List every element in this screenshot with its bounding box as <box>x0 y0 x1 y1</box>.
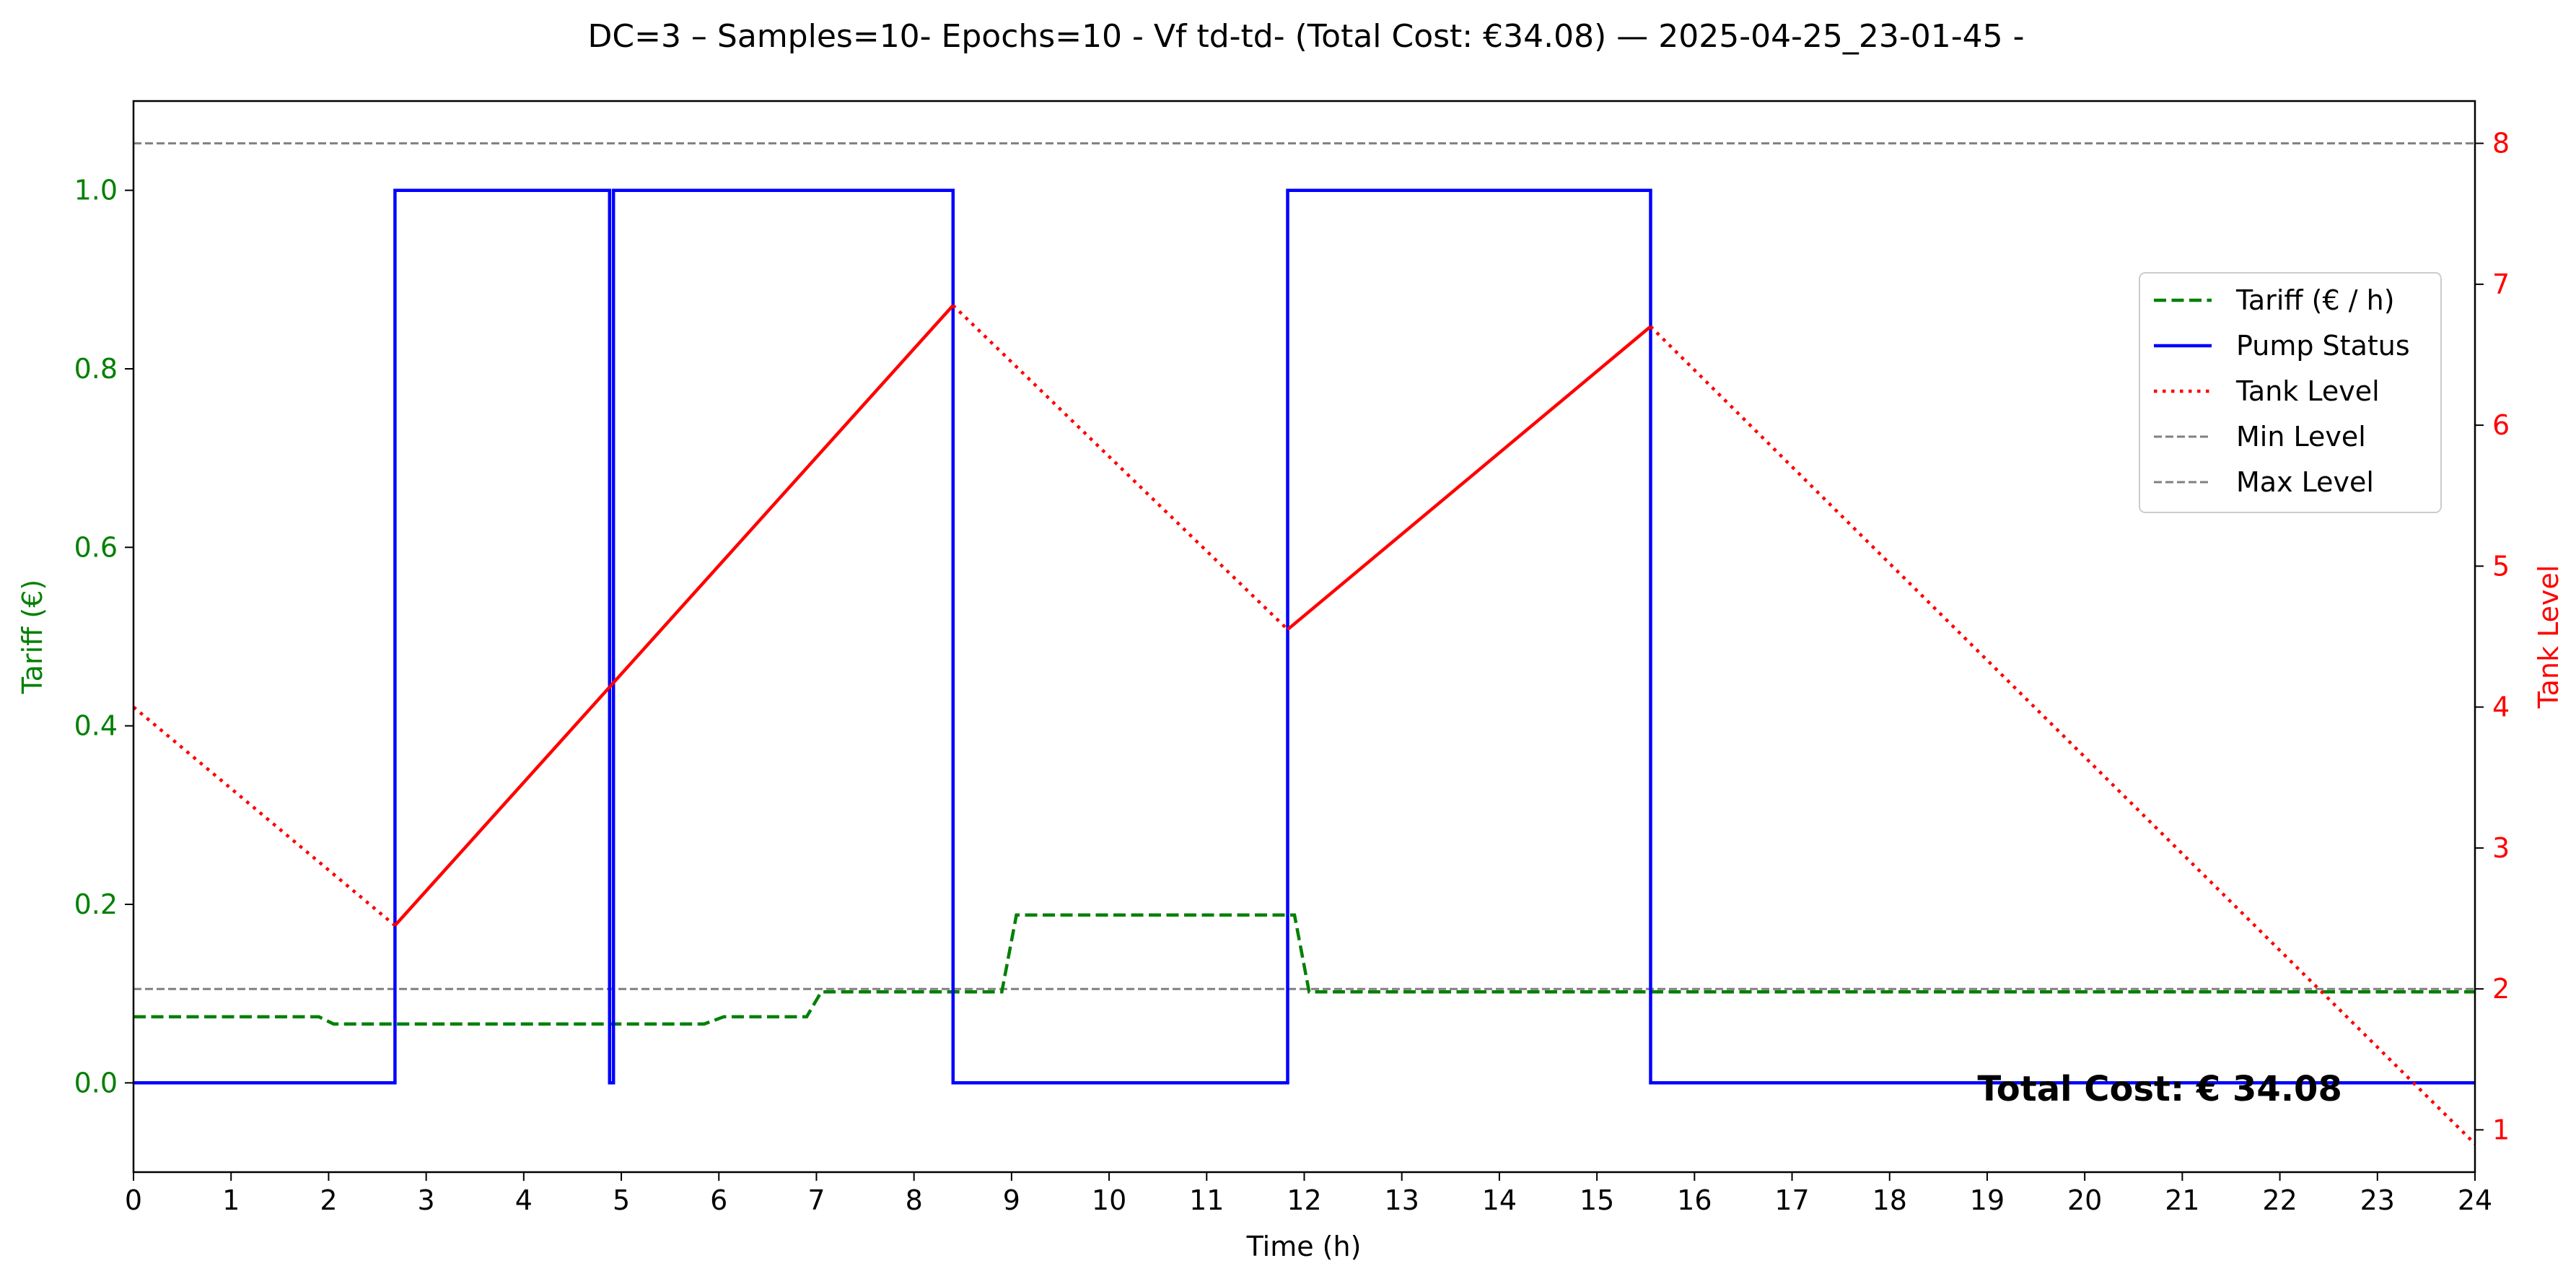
y-left-tick-label: 0.8 <box>74 353 118 385</box>
x-tick-label: 19 <box>1970 1184 2005 1216</box>
legend-label: Max Level <box>2236 466 2374 498</box>
x-tick-label: 22 <box>2262 1184 2297 1216</box>
y-left-tick-label: 0.2 <box>74 888 118 920</box>
x-tick-label: 21 <box>2165 1184 2199 1216</box>
plot-area <box>132 142 2476 1145</box>
legend-box <box>2139 272 2442 513</box>
x-tick-label: 4 <box>515 1184 533 1216</box>
y-right-tick-label: 3 <box>2492 832 2510 864</box>
x-tick-label: 9 <box>1003 1184 1020 1216</box>
x-tick-label: 17 <box>1774 1184 1809 1216</box>
y-axis-left: 0.0 0.2 0.4 0.6 0.8 1.0 <box>74 175 133 1099</box>
y-axis-right: 1 2 3 4 5 6 7 8 <box>2475 128 2510 1145</box>
x-tick-label: 20 <box>2067 1184 2102 1216</box>
x-axis-label: Time (h) <box>1246 1231 1362 1262</box>
tank-level-line-5 <box>1649 325 2476 1145</box>
y-right-tick-label: 6 <box>2492 409 2510 441</box>
x-axis: 0 1 2 3 4 5 6 7 8 9 10 11 12 13 14 15 16 17 18 19 20 21 22 23 24 <box>125 1172 2492 1216</box>
x-tick-label: 24 <box>2458 1184 2492 1216</box>
x-tick-label: 11 <box>1189 1184 1224 1216</box>
tariff-h-line <box>133 913 2475 1026</box>
y-left-tick-label: 1.0 <box>74 175 118 206</box>
chart-title: DC=3 – Samples=10- Epochs=10 - Vf td-td-… <box>587 18 2024 55</box>
tank-level-line-2 <box>393 304 955 927</box>
x-tick-label: 14 <box>1482 1184 1517 1216</box>
y-axis-left-label: Tariff (€) <box>17 580 48 694</box>
y-left-tick-label: 0.6 <box>74 531 118 563</box>
x-tick-label: 16 <box>1677 1184 1712 1216</box>
x-tick-label: 2 <box>320 1184 337 1216</box>
x-tick-label: 0 <box>125 1184 142 1216</box>
x-tick-label: 3 <box>418 1184 435 1216</box>
x-tick-label: 12 <box>1287 1184 1321 1216</box>
y-right-tick-label: 5 <box>2492 550 2510 582</box>
x-tick-label: 8 <box>906 1184 923 1216</box>
y-right-tick-label: 4 <box>2492 691 2510 723</box>
y-right-tick-label: 8 <box>2492 128 2510 160</box>
legend-label: Min Level <box>2236 421 2366 453</box>
pump-status-line <box>133 188 2475 1085</box>
y-left-tick-label: 0.4 <box>74 710 118 742</box>
y-right-tick-label: 1 <box>2492 1114 2510 1145</box>
x-tick-label: 1 <box>222 1184 240 1216</box>
x-tick-label: 13 <box>1385 1184 1419 1216</box>
legend-label: Tank Level <box>2235 375 2380 407</box>
y-axis-right-label: Tank Level <box>2533 565 2564 709</box>
legend: Tariff (€ / h) Pump Status Tank Level Min L… <box>2139 272 2442 513</box>
y-right-tick-label: 7 <box>2492 268 2510 300</box>
y-left-tick-label: 0.0 <box>74 1067 118 1099</box>
x-tick-label: 7 <box>807 1184 825 1216</box>
x-tick-label: 18 <box>1872 1184 1907 1216</box>
tank-level-line-4 <box>1287 325 1652 631</box>
x-tick-label: 10 <box>1092 1184 1126 1216</box>
x-tick-label: 23 <box>2360 1184 2395 1216</box>
legend-label: Pump Status <box>2236 330 2410 362</box>
y-right-tick-label: 2 <box>2492 973 2510 1005</box>
x-tick-label: 6 <box>710 1184 727 1216</box>
legend-label: Tariff (€ / h) <box>2235 284 2395 316</box>
total-cost-annotation: Total Cost: € 34.08 <box>1977 1069 2341 1109</box>
x-tick-label: 15 <box>1580 1184 1614 1216</box>
x-tick-label: 5 <box>613 1184 630 1216</box>
